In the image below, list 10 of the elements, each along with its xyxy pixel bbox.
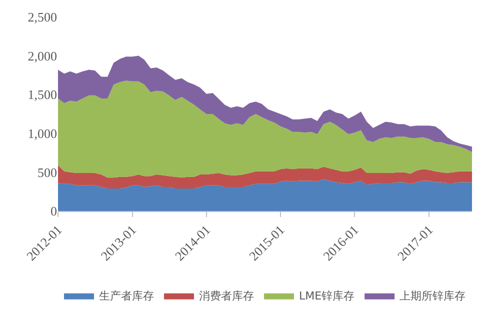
y-tick-label: 500 [38,164,57,180]
y-tick-label: 1,000 [28,126,57,141]
y-tick-label: 1,500 [28,87,57,102]
y-tick-label: 2,500 [28,10,57,25]
legend-label: 生产者库存 [99,290,154,303]
y-tick-label: 0 [50,204,57,219]
y-tick-label: 2,000 [28,48,57,64]
legend-label: 消费者库存 [199,290,254,303]
legend-label: LME锌库存 [299,290,355,303]
legend-label: 上期所锌库存 [400,290,466,303]
